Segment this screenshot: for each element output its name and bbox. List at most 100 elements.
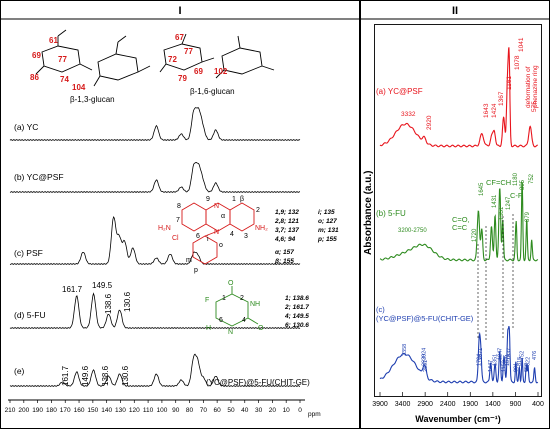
c72-label: 72 <box>168 55 177 64</box>
ir-peak-label: 1078 <box>514 55 521 70</box>
trace-c-label: (c) PSF <box>14 248 43 258</box>
ir-peak-label: 575 <box>531 101 538 112</box>
ir-peak-label: 752 <box>520 351 526 360</box>
fu-f: F <box>205 297 209 304</box>
psf-num3: 3 <box>244 233 248 240</box>
c69-label: 69 <box>32 51 41 60</box>
psf-o: o <box>219 242 223 249</box>
ftir-x-ticks: 3900 3400 2900 2400 1900 1400 900 400 <box>372 392 544 408</box>
ir-guides <box>477 214 514 342</box>
bond-label: C=O, <box>452 215 470 224</box>
fu-shift-table: 1; 138.6 2; 161.7 4; 149.5 6; 130.6 <box>284 295 309 329</box>
psf-num6: 6 <box>196 233 200 240</box>
psf-num9: 9 <box>206 196 210 203</box>
ir-peak-label: 1704 <box>477 354 483 366</box>
ir-peak-label: 2930 <box>421 354 427 366</box>
ir-peak-label: 3200-2750 <box>398 228 427 234</box>
ir-tick-label: 400 <box>532 401 544 408</box>
ir-peak-label: 659 <box>524 363 530 372</box>
ir-tick-label: 900 <box>510 401 522 408</box>
fu-n6: 6 <box>219 317 223 324</box>
peak-label: 138.6 <box>101 365 110 386</box>
ir-peak-label: 1424 <box>491 103 498 118</box>
psf-i: i <box>207 236 209 243</box>
ir-note: deformation of <box>525 66 532 108</box>
ir-peak-label: 891 <box>513 363 519 372</box>
ir-peak-label: 1367 <box>498 91 505 106</box>
ir-peak-label: 1720 <box>472 228 478 242</box>
psf-m: m <box>186 257 192 264</box>
psf-shift: 4,6; 94 <box>274 236 296 243</box>
c77-label: 77 <box>58 55 67 64</box>
nmr-tick-label: 170 <box>60 407 71 414</box>
ftir-plot-area <box>374 24 542 397</box>
fu-shift: 2; 161.7 <box>284 304 309 311</box>
trace-e-name: (YC@PSF)@5-FU(CHIT-GE) <box>206 378 310 387</box>
nmr-tick-label: 210 <box>5 407 16 414</box>
psf-h2n: H₂N <box>158 225 171 232</box>
psf-num7: 7 <box>176 217 180 224</box>
psf-shift: 3,7; 137 <box>275 227 299 234</box>
ir-peak-label: 1643 <box>483 103 490 118</box>
nmr-tick-label: 30 <box>255 407 263 414</box>
nmr-peak-labels-e: 161.7 149.6 138.6 130.6 <box>61 365 130 386</box>
ir-peak-label: 1180 <box>513 172 519 186</box>
ir-spectrum-line <box>379 181 539 262</box>
b16-glucan-label: β-1,6-glucan <box>190 87 235 96</box>
nmr-tick-label: 20 <box>269 407 277 414</box>
bond-label: CF=CH <box>486 178 511 187</box>
ir-trace-c-label: (c) <box>376 305 385 314</box>
psf-n-plus: N <box>214 229 219 236</box>
ir-peak-label: 1037 <box>507 348 513 360</box>
nmr-spectrum-line <box>9 161 301 193</box>
trace-d-label: (d) 5-FU <box>14 310 46 320</box>
peak-label: 130.6 <box>123 291 132 312</box>
fu-o-bot: O <box>258 325 264 332</box>
nmr-tick-label: 130 <box>115 407 126 414</box>
psf-num2: 2 <box>256 207 260 214</box>
fu-h: H <box>206 325 211 332</box>
nmr-tick-label: 70 <box>200 407 208 414</box>
panel-left-header: I <box>178 5 181 17</box>
psf-shift: β; 155 <box>274 258 294 265</box>
nmr-tick-label: 40 <box>241 407 249 414</box>
ir-spectrum-line <box>379 325 539 384</box>
glucan-structures <box>35 29 275 87</box>
nmr-tick-label: 180 <box>46 407 57 414</box>
ir-peak-label: 879 <box>525 211 531 222</box>
ir-peak-label: 1247 <box>506 196 512 210</box>
ir-trace-c-label-2: (YC@PSF)@5-FU(CHIT-GE) <box>376 314 474 323</box>
fu-o-top: O <box>228 280 234 287</box>
nmr-tick-label: 60 <box>214 407 222 414</box>
c79-label: 79 <box>178 74 187 83</box>
psf-nh2: NH₂ <box>255 225 268 232</box>
fu-nh: NH <box>250 301 260 308</box>
nmr-x-ticks: 210 200 190 180 170 160 150 140 130 120 110 100 90 80… <box>5 400 302 414</box>
nmr-tick-label: 200 <box>18 407 29 414</box>
ir-peak-label: 1153 <box>502 360 508 372</box>
ir-peak-label: 752 <box>529 173 535 184</box>
fu-n4: 4 <box>242 317 246 324</box>
ir-trace-b-peaks: 3200-2750 1720 1645 1431 1351 1247 1180 … <box>398 172 535 242</box>
psf-num8: 8 <box>177 203 181 210</box>
c104-label: 104 <box>72 83 86 92</box>
nmr-traces <box>9 107 301 387</box>
nmr-x-unit: ppm <box>308 411 321 418</box>
ir-peak-label: 2924 <box>422 348 428 360</box>
glucan-carbon-numbers: 61 69 77 86 74 104 67 72 77 79 69 102 <box>30 33 228 92</box>
c86-label: 86 <box>30 73 39 82</box>
nmr-tick-label: 90 <box>172 407 180 414</box>
bond-label: C=C <box>452 223 468 232</box>
psf-num1: 1 <box>232 196 236 203</box>
panel-left-frame <box>0 0 360 429</box>
psf-shift: o; 127 <box>318 218 337 225</box>
ftir-ylabel: Absorbance (a.u.) <box>363 171 374 255</box>
nmr-tick-label: 0 <box>298 407 302 414</box>
c67-label: 67 <box>175 33 184 42</box>
fu-shift: 6; 130.6 <box>285 322 309 329</box>
ir-peak-label: 1431 <box>492 194 498 208</box>
trace-b-label: (b) YC@PSF <box>14 172 64 182</box>
peak-label: 130.6 <box>121 365 130 386</box>
psf-labels: H₂N NH₂ Cl N N 9 8 7 6 1 2 3 4 α β m o p… <box>158 196 268 274</box>
